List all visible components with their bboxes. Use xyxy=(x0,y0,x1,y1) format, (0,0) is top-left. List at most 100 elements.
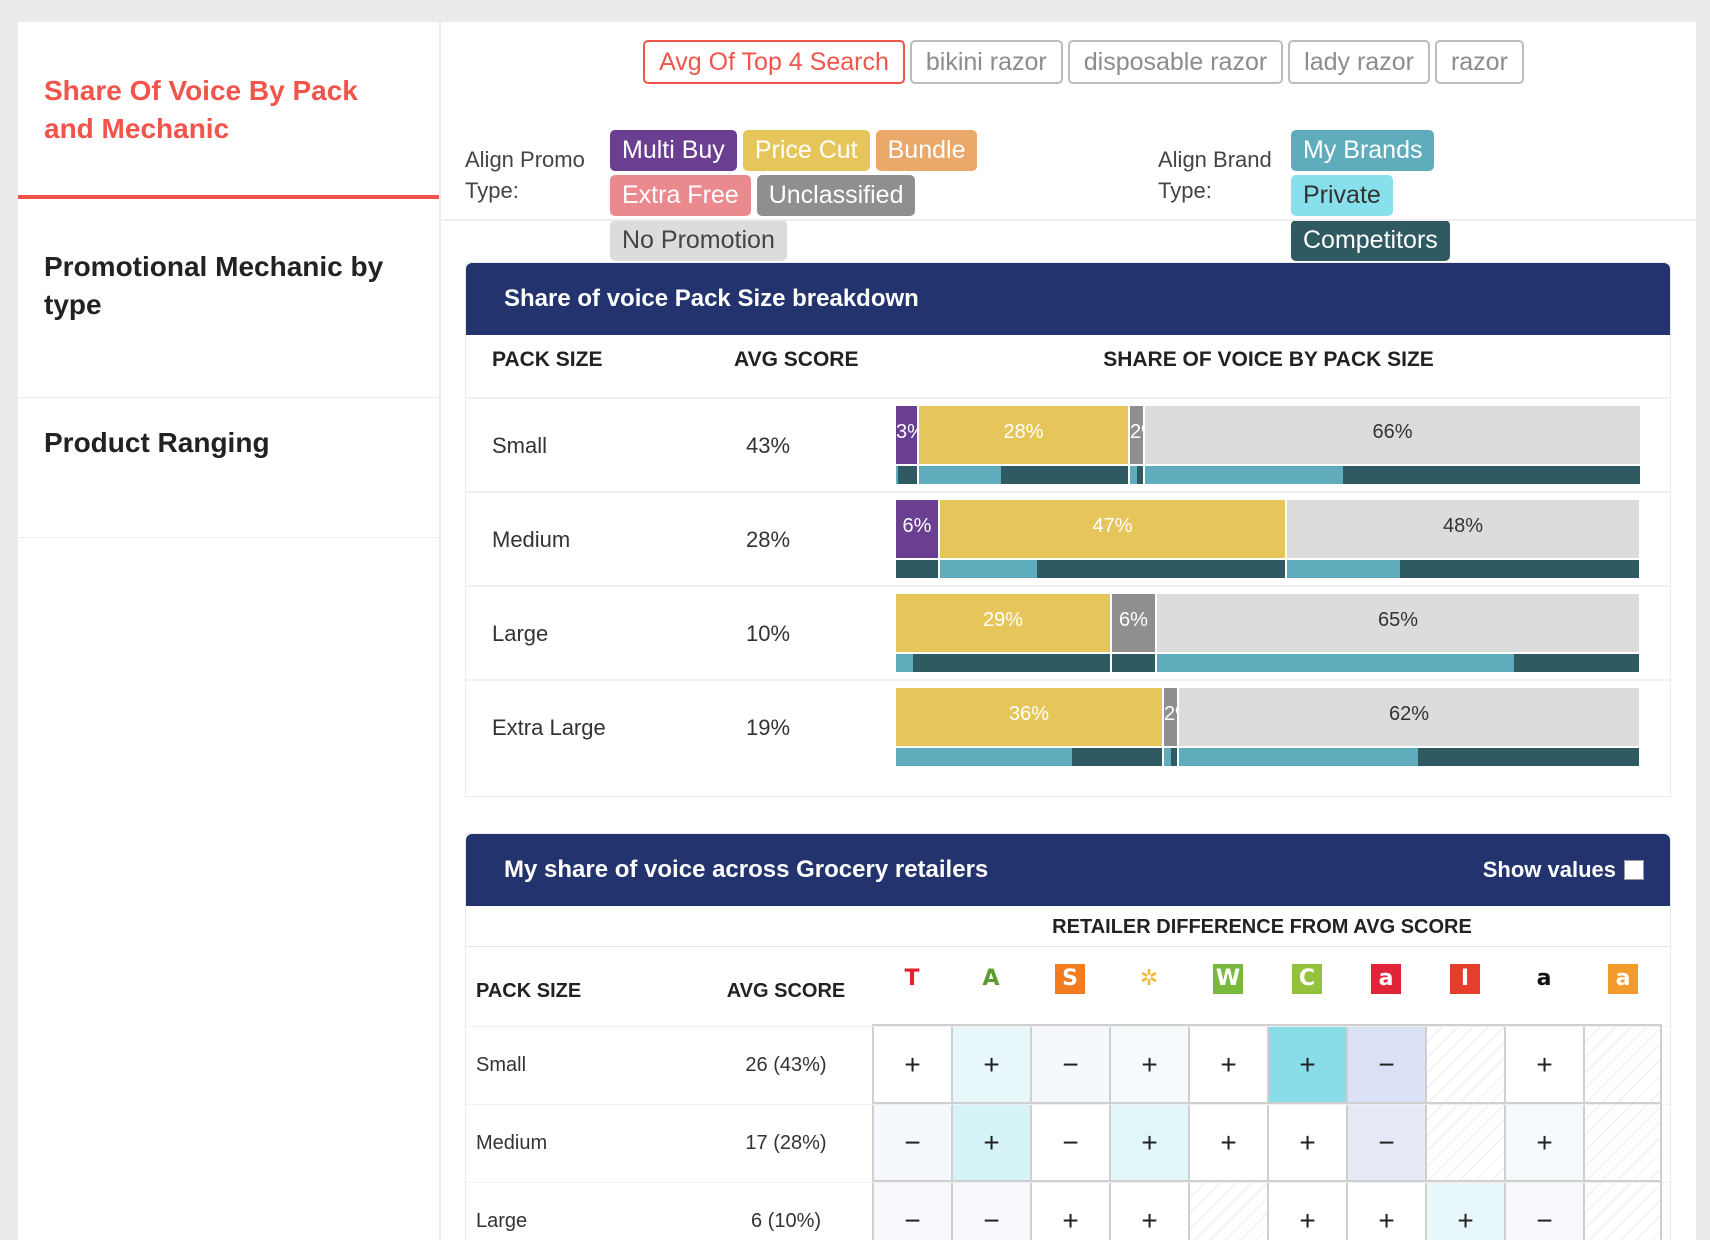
promo-chip-no-promotion[interactable]: No Promotion xyxy=(610,220,787,261)
tab-lady-razor[interactable]: lady razor xyxy=(1288,40,1430,84)
pack-name: Small xyxy=(492,433,548,458)
bar-segment-none[interactable]: 66% xyxy=(1145,406,1640,464)
difference-cell[interactable]: − xyxy=(1346,1105,1425,1183)
brand-split-competitors xyxy=(1343,466,1640,484)
promo-type-label: Align Promo Type: xyxy=(465,147,585,203)
share-of-voice-bar[interactable]: 29% 6% 65% xyxy=(896,594,1641,672)
share-of-voice-bar[interactable]: 3%28%2%66% xyxy=(896,406,1641,484)
pack-name: Medium xyxy=(476,1132,548,1154)
bar-segment-multi[interactable]: 6% xyxy=(896,500,938,558)
brand-chip-private[interactable]: Private xyxy=(1291,175,1393,216)
waitrose-logo-icon[interactable]: W xyxy=(1213,964,1243,994)
bar-segment-none[interactable]: 62% xyxy=(1179,688,1639,746)
promo-chip-price-cut[interactable]: Price Cut xyxy=(742,130,870,171)
col-header-pack-size: PACK SIZE xyxy=(492,348,603,371)
difference-cell[interactable] xyxy=(1583,1105,1662,1183)
bar-segment-multi[interactable]: 3% xyxy=(896,406,917,464)
difference-cell[interactable]: + xyxy=(1188,1105,1267,1183)
tab-disposable-razor[interactable]: disposable razor xyxy=(1067,40,1284,84)
pack-name: Extra Large xyxy=(492,715,606,740)
brand-chip-my-brands[interactable]: My Brands xyxy=(1291,130,1435,171)
sainsburys-logo-icon[interactable]: S xyxy=(1055,964,1085,994)
section-divider xyxy=(441,219,1696,221)
difference-cell[interactable]: + xyxy=(1267,1183,1346,1240)
difference-cell[interactable] xyxy=(1425,1105,1504,1183)
sidebar-item-product-ranging[interactable]: Product Ranging xyxy=(18,22,439,538)
difference-cell[interactable]: + xyxy=(1188,1027,1267,1105)
retailer-row-large: Large 6 (10%) − − + + + + + − xyxy=(466,1182,1670,1240)
pack-name: Small xyxy=(476,1054,527,1076)
difference-cell[interactable]: + xyxy=(1504,1105,1583,1183)
pack-row-medium: Medium 28% 6% 47% 48% xyxy=(466,491,1670,585)
difference-cell[interactable]: − xyxy=(872,1183,951,1240)
retailer-card-title: My share of voice across Grocery retaile… xyxy=(504,856,989,883)
amazon-logo-icon[interactable]: a xyxy=(1529,964,1559,994)
promo-chip-unclassified[interactable]: Unclassified xyxy=(756,175,916,216)
bar-segment-unclassified[interactable]: 2% xyxy=(1130,406,1143,464)
difference-cell[interactable]: + xyxy=(951,1105,1030,1183)
difference-cell[interactable]: + xyxy=(1109,1027,1188,1105)
morrisons-logo-icon[interactable]: ✲ xyxy=(1134,964,1164,994)
col-header-pack-size: PACK SIZE xyxy=(476,980,582,1002)
bar-segment-none[interactable]: 48% xyxy=(1287,500,1639,558)
difference-cell[interactable]: + xyxy=(951,1027,1030,1105)
difference-cell[interactable]: − xyxy=(1030,1105,1109,1183)
show-values-checkbox[interactable] xyxy=(1624,860,1644,880)
difference-cell[interactable] xyxy=(1583,1183,1662,1240)
tab-razor[interactable]: razor xyxy=(1434,40,1524,84)
bar-segment-price[interactable]: 36% xyxy=(896,688,1162,746)
brand-chip-competitors[interactable]: Competitors xyxy=(1291,220,1450,261)
ocado-logo-icon[interactable]: C xyxy=(1292,964,1322,994)
difference-cell[interactable]: + xyxy=(1109,1105,1188,1183)
difference-cell[interactable] xyxy=(1188,1183,1267,1240)
retailer-card: My share of voice across Grocery retaile… xyxy=(466,834,1670,1240)
tab-bikini-razor[interactable]: bikini razor xyxy=(909,40,1063,84)
brand-split-competitors xyxy=(913,654,1110,672)
promo-chip-extra-free[interactable]: Extra Free xyxy=(610,175,751,216)
promo-chip-bundle[interactable]: Bundle xyxy=(875,130,978,171)
difference-cell[interactable]: + xyxy=(1267,1027,1346,1105)
bar-segment-none[interactable]: 65% xyxy=(1157,594,1639,652)
brand-split-my-brands xyxy=(1145,466,1343,484)
share-of-voice-bar[interactable]: 36%2%62% xyxy=(896,688,1641,766)
tesco-logo-icon[interactable]: T xyxy=(897,964,927,994)
difference-cell[interactable]: − xyxy=(1346,1027,1425,1105)
avg-score: 17 (28%) xyxy=(745,1132,827,1154)
pack-size-card: Share of voice Pack Size breakdown PACK … xyxy=(466,263,1670,796)
difference-cell[interactable]: − xyxy=(951,1183,1030,1240)
retailer-difference-subheader: RETAILER DIFFERENCE FROM AVG SCORE xyxy=(1052,916,1472,938)
difference-cell[interactable]: + xyxy=(1346,1183,1425,1240)
brand-split-competitors xyxy=(1400,560,1639,578)
sidebar-item-promotional-mechanic[interactable]: Promotional Mechanic by type xyxy=(18,22,439,398)
difference-cell[interactable] xyxy=(1583,1027,1662,1105)
difference-cell[interactable]: − xyxy=(1504,1183,1583,1240)
bar-segment-unclassified[interactable]: 6% xyxy=(1112,594,1155,652)
difference-cell[interactable]: + xyxy=(1504,1027,1583,1105)
brand-split-competitors xyxy=(1037,560,1285,578)
iceland-logo-icon[interactable]: I xyxy=(1450,964,1480,994)
difference-cell[interactable]: + xyxy=(1267,1105,1346,1183)
asda-star-logo-icon[interactable]: A xyxy=(976,964,1006,994)
bar-segment-price[interactable]: 28% xyxy=(919,406,1128,464)
bar-segment-unclassified[interactable]: 2% xyxy=(1164,688,1177,746)
sidebar-item-share-of-voice[interactable]: Share Of Voice By Pack and Mechanic xyxy=(18,22,439,199)
tab-avg-top-4-search[interactable]: Avg Of Top 4 Search xyxy=(643,40,905,84)
difference-cell[interactable]: + xyxy=(1030,1183,1109,1240)
show-values-label: Show values xyxy=(1482,857,1616,882)
bar-segment-price[interactable]: 47% xyxy=(940,500,1285,558)
promo-chip-multi-buy[interactable]: Multi Buy xyxy=(610,130,737,171)
amazon-fresh-logo-icon[interactable]: a xyxy=(1371,964,1401,994)
difference-cell[interactable]: − xyxy=(872,1105,951,1183)
difference-cell[interactable]: + xyxy=(1425,1183,1504,1240)
difference-cell[interactable]: − xyxy=(1030,1027,1109,1105)
difference-cell[interactable]: + xyxy=(1109,1183,1188,1240)
amazon-pantry-logo-icon[interactable]: a xyxy=(1608,964,1638,994)
difference-cell[interactable] xyxy=(1425,1027,1504,1105)
share-of-voice-bar[interactable]: 6% 47% 48% xyxy=(896,500,1641,578)
difference-cell[interactable]: + xyxy=(872,1027,951,1105)
brand-split-my-brands xyxy=(1179,748,1418,766)
bar-segment-price[interactable]: 29% xyxy=(896,594,1110,652)
show-values-toggle[interactable]: Show values xyxy=(1483,856,1644,884)
promo-type-chips: Multi Buy Price Cut Bundle Extra Free Unclas… xyxy=(610,130,1090,261)
avg-score: 19% xyxy=(746,715,791,740)
